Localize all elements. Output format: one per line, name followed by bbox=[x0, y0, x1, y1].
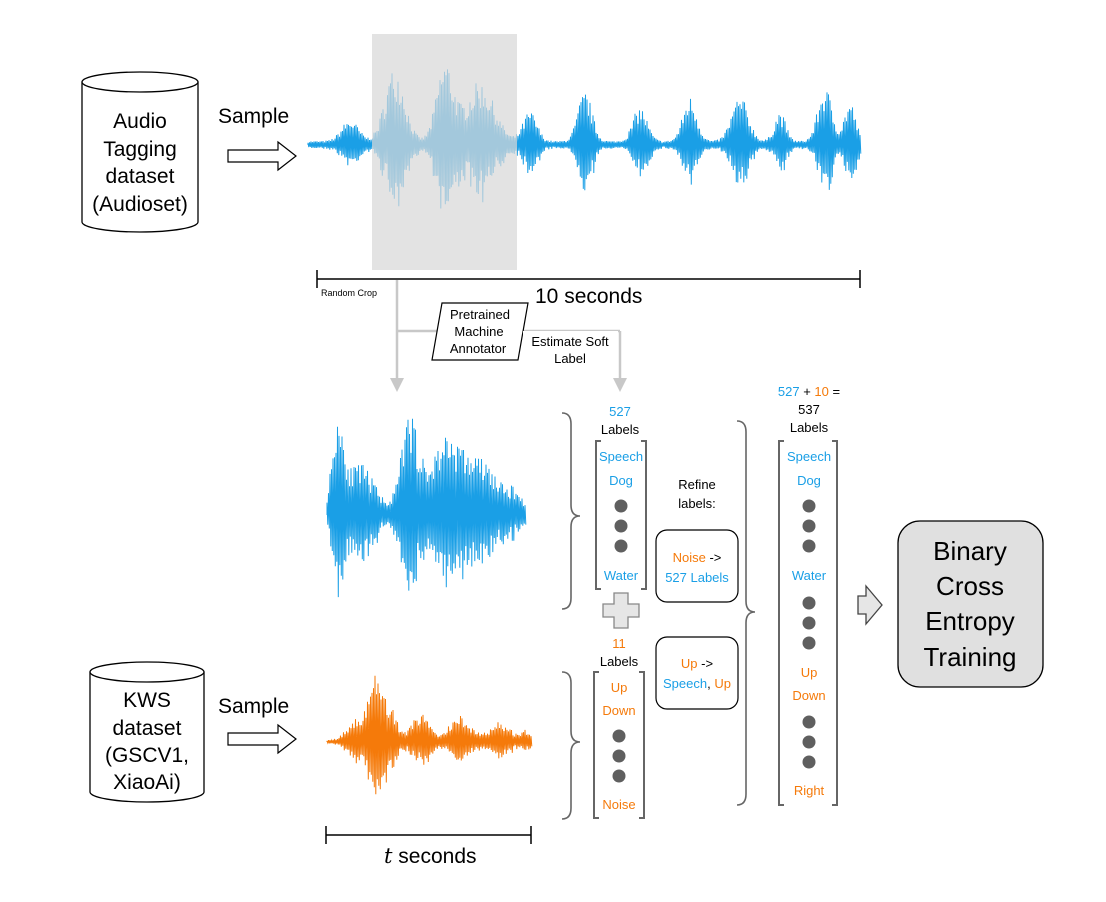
kws-dataset-line-1: KWS bbox=[123, 689, 171, 712]
t-variable: t bbox=[384, 844, 393, 868]
refine-rule-up-arrow: -> bbox=[698, 656, 714, 671]
audio-list-left-brace bbox=[561, 412, 581, 610]
training-line-1: Binary bbox=[933, 536, 1007, 566]
combined-sum-a: 527 bbox=[778, 384, 800, 399]
ellipsis-dot bbox=[802, 499, 816, 513]
training-line-3: Entropy bbox=[925, 606, 1015, 636]
kws-list-left-brace bbox=[561, 671, 581, 820]
kws-dataset-line-4: XiaoAi) bbox=[113, 771, 181, 794]
combined-item-down: Down bbox=[792, 688, 825, 703]
kws-list-item-down: Down bbox=[602, 703, 635, 718]
combined-sum-b: 10 bbox=[814, 384, 828, 399]
training-line-2: Cross bbox=[936, 571, 1004, 601]
estimate-soft-label-line-1: Estimate Soft bbox=[531, 334, 609, 349]
ellipsis-dot bbox=[802, 596, 816, 610]
kws-list-bracket bbox=[593, 671, 645, 819]
refine-rule-up-line-1: Up -> bbox=[681, 656, 713, 671]
ellipsis-dot bbox=[614, 519, 628, 533]
annotator-line-3: Annotator bbox=[450, 341, 507, 356]
combined-item-up: Up bbox=[801, 665, 818, 680]
ellipsis-dot bbox=[802, 616, 816, 630]
annotator-line-1: Pretrained bbox=[450, 307, 510, 322]
combined-item-right: Right bbox=[794, 783, 825, 798]
arrow-head-to-wave bbox=[390, 378, 404, 392]
combined-sum-eq: = bbox=[829, 384, 840, 399]
refine-rule-noise-src: Noise bbox=[673, 550, 706, 565]
combined-sum-line: 527 + 10 = bbox=[778, 384, 840, 399]
audio-list-count-label: Labels bbox=[601, 422, 640, 437]
ellipsis-dot bbox=[614, 539, 628, 553]
refine-rule-up-sep: , bbox=[707, 676, 714, 691]
annotator-line-2: Machine bbox=[454, 324, 503, 339]
combined-left-brace bbox=[736, 420, 756, 806]
sample-label-bottom: Sample bbox=[218, 695, 289, 718]
refine-rule-up bbox=[655, 636, 739, 710]
training-line-4: Training bbox=[924, 642, 1017, 672]
kws-dataset-line-3: (GSCV1, bbox=[105, 744, 189, 767]
refine-rule-noise-dst: 527 Labels bbox=[665, 570, 729, 585]
refine-rule-up-src: Up bbox=[681, 656, 698, 671]
cropped-waveform bbox=[326, 418, 527, 598]
audio-dataset-line-3: dataset bbox=[106, 165, 175, 188]
audio-dataset-line-2: Tagging bbox=[103, 138, 177, 161]
audio-list-item-water: Water bbox=[604, 568, 639, 583]
audio-dataset-line-1: Audio bbox=[113, 110, 167, 133]
combined-count-label: Labels bbox=[790, 420, 829, 435]
ellipsis-dot bbox=[802, 715, 816, 729]
combined-item-dog: Dog bbox=[797, 473, 821, 488]
estimate-soft-label-line-2: Label bbox=[554, 351, 586, 366]
t-seconds-span bbox=[325, 826, 532, 844]
audio-list-bracket bbox=[595, 440, 647, 590]
plus-icon bbox=[602, 592, 640, 629]
bce-training-box: Binary Cross Entropy Training bbox=[897, 520, 1044, 688]
kws-list-count: 11 bbox=[612, 636, 626, 651]
combined-item-water: Water bbox=[792, 568, 827, 583]
ellipsis-dot bbox=[802, 539, 816, 553]
audio-list-count: 527 bbox=[609, 404, 631, 419]
ellipsis-dot bbox=[612, 729, 626, 743]
ellipsis-dot bbox=[802, 519, 816, 533]
random-crop-highlight bbox=[372, 34, 517, 270]
refine-rule-noise-line-1: Noise -> bbox=[673, 550, 722, 565]
machine-annotator-box: Pretrained Machine Annotator bbox=[431, 302, 529, 361]
combined-sum-plus: + bbox=[800, 384, 815, 399]
refine-labels-line-1: Refine bbox=[678, 477, 716, 492]
refine-rule-up-dst-speech: Speech bbox=[663, 676, 707, 691]
kws-list-count-label: Labels bbox=[600, 654, 639, 669]
sample-label-top: Sample bbox=[218, 105, 289, 128]
kws-list-item-up: Up bbox=[611, 680, 628, 695]
kws-waveform bbox=[326, 675, 533, 795]
ellipsis-dot bbox=[802, 755, 816, 769]
refine-rule-up-dst-up: Up bbox=[714, 676, 731, 691]
kws-dataset-cylinder: KWS dataset (GSCV1, XiaoAi) bbox=[89, 661, 205, 803]
ellipsis-dot bbox=[612, 749, 626, 763]
refine-rule-noise bbox=[655, 529, 739, 603]
ellipsis-dot bbox=[802, 735, 816, 749]
ten-seconds-label: 10 seconds bbox=[535, 285, 642, 308]
kws-dataset-line-2: dataset bbox=[113, 717, 182, 740]
combined-total: 537 bbox=[798, 402, 820, 417]
audio-list-item-dog: Dog bbox=[609, 473, 633, 488]
sample-arrow-bottom bbox=[227, 723, 297, 755]
ellipsis-dot bbox=[802, 636, 816, 650]
sample-arrow-top bbox=[227, 140, 297, 172]
audio-list-item-speech: Speech bbox=[599, 449, 643, 464]
refine-labels-line-2: labels: bbox=[678, 496, 716, 511]
ellipsis-dot bbox=[612, 769, 626, 783]
combined-item-speech: Speech bbox=[787, 449, 831, 464]
t-seconds-unit: seconds bbox=[392, 845, 476, 868]
audio-tagging-dataset-cylinder: Audio Tagging dataset (Audioset) bbox=[81, 71, 199, 233]
kws-list-item-noise: Noise bbox=[602, 797, 635, 812]
refine-rule-up-line-2: Speech, Up bbox=[663, 676, 731, 691]
random-crop-label: Random Crop bbox=[321, 288, 377, 298]
ten-seconds-span bbox=[316, 270, 861, 288]
training-arrow bbox=[857, 584, 883, 626]
combined-list-bracket bbox=[778, 440, 838, 806]
arrow-head-to-labels bbox=[613, 378, 627, 392]
refine-rule-noise-arrow: -> bbox=[706, 550, 722, 565]
ellipsis-dot bbox=[614, 499, 628, 513]
audio-dataset-line-4: (Audioset) bbox=[92, 193, 188, 216]
t-seconds-label: t seconds bbox=[384, 844, 477, 868]
